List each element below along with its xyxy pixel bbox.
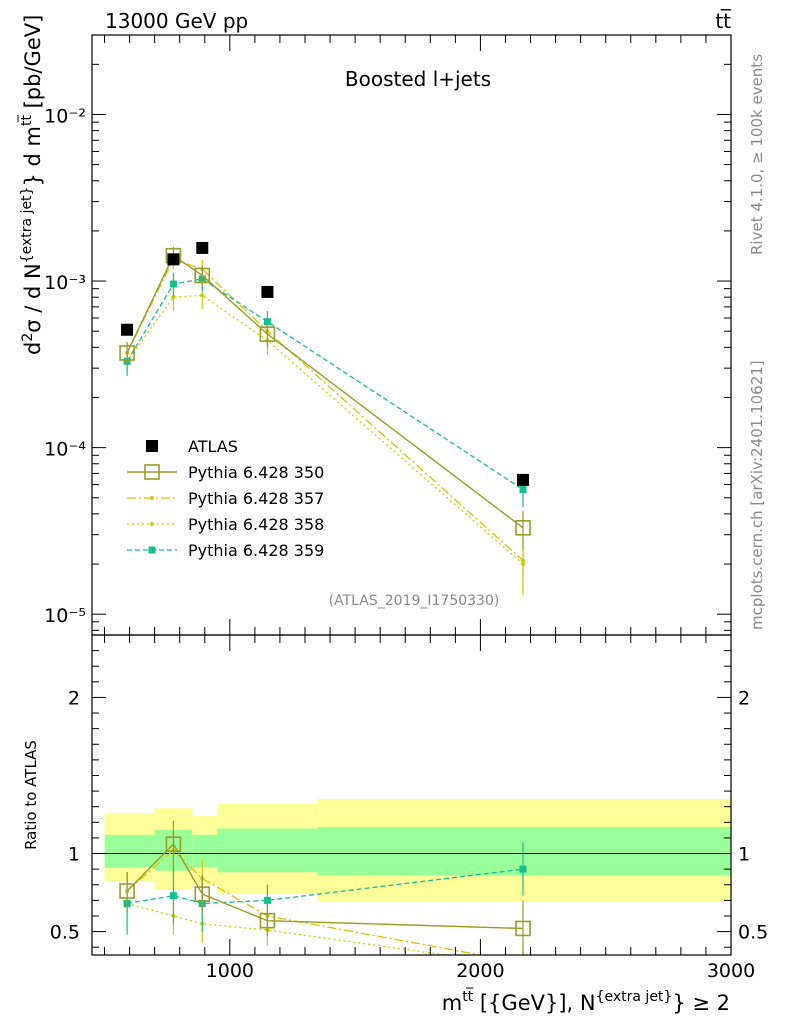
ratio-point-p350 <box>259 912 276 929</box>
series-line-p359 <box>126 278 524 491</box>
ratio-frame <box>91 634 732 956</box>
series-p357 <box>125 250 526 593</box>
legend-marker-p357 <box>150 496 154 500</box>
main-title: Boosted l+jets <box>345 67 491 91</box>
x-axis-label: mtt̅ [{GeV}], N{extra jet}} ≥ 2 <box>442 987 730 1015</box>
legend-item-p350: Pythia 6.428 350 <box>127 463 324 482</box>
ratio-y-tick-label: 0.5 <box>50 922 80 944</box>
ratio-axis-ticks: 0.5 0.5 1 1 2 2 1000 2000 3000 <box>50 635 768 982</box>
series-p350 <box>119 247 531 550</box>
legend-label-p350: Pythia 6.428 350 <box>188 463 324 482</box>
ratio-y-tick-label-right: 2 <box>738 687 750 709</box>
data-point-atlas <box>261 285 274 298</box>
series-line-p350 <box>126 254 524 529</box>
svg-text:mtt̅ [{GeV}], N{extra jet}} ≥: mtt̅ [{GeV}], N{extra jet}} ≥ 2 <box>442 987 730 1015</box>
ratio-line-p357 <box>126 849 485 955</box>
ratio-band-inner <box>192 834 218 868</box>
ratio-point-p350 <box>515 920 531 937</box>
ratio-point-p359 <box>263 896 271 904</box>
legend-marker-p350 <box>144 464 160 480</box>
mcplots-label: mcplots.cern.ch [arXiv:2401.10621] <box>748 360 766 630</box>
rivet-label: Rivet 4.1.0, ≥ 100k events <box>748 54 766 255</box>
ratio-y-tick-label-right: 0.5 <box>738 922 768 944</box>
ratio-series-group <box>119 820 531 955</box>
legend-label-p357: Pythia 6.428 357 <box>188 489 324 508</box>
y-tick-label: 10⁻³ <box>44 272 86 294</box>
data-point-p350 <box>515 520 531 536</box>
analysis-tag: (ATLAS_2019_I1750330) <box>329 593 500 609</box>
legend-label-p359: Pythia 6.428 359 <box>188 541 324 560</box>
x-tick-label: 2000 <box>456 960 504 982</box>
series-line-p357 <box>126 258 524 562</box>
main-axis-ticks: 10⁻⁵ 10⁻⁴ 10⁻³ 10⁻² <box>44 34 732 635</box>
data-point-p358 <box>200 293 205 298</box>
x-tick-label: 3000 <box>707 960 755 982</box>
legend-marker-atlas <box>146 440 158 452</box>
ratio-band-inner <box>217 828 318 873</box>
ratio-point-p350 <box>165 836 182 852</box>
energy-label: 13000 GeV pp <box>105 9 248 33</box>
data-point-p359 <box>263 318 271 326</box>
y-tick-label: 10⁻² <box>44 105 86 127</box>
ratio-line-p358 <box>126 902 450 955</box>
data-point-p359 <box>169 280 177 288</box>
y-tick-label: 10⁻⁴ <box>44 439 86 461</box>
ratio-point-p359 <box>519 865 527 873</box>
ratio-series-p350 <box>119 820 531 955</box>
data-point-atlas <box>167 253 180 266</box>
legend-marker-p359 <box>148 546 156 554</box>
legend-label-p358: Pythia 6.428 358 <box>188 515 324 534</box>
data-point-atlas <box>121 323 134 336</box>
data-point-p357 <box>521 558 526 563</box>
svg-text:d2σ / d N{extra jet}} d mtt̅: d2σ / d N{extra jet}} d mtt̅ [pb/GeV] <box>17 15 45 355</box>
data-point-p350 <box>259 326 276 342</box>
data-point-p359 <box>519 486 527 494</box>
ratio-panel: 0.5 0.5 1 1 2 2 1000 2000 3000 <box>50 634 768 982</box>
x-tick-label: 1000 <box>206 960 254 982</box>
ratio-point-p359 <box>169 892 177 900</box>
legend-marker-p358 <box>150 522 154 526</box>
ratio-point-p350 <box>119 883 135 899</box>
data-point-atlas <box>517 473 530 486</box>
data-point-atlas <box>196 241 209 254</box>
ratio-point-p350 <box>194 886 211 902</box>
legend-label-atlas: ATLAS <box>188 437 238 456</box>
legend-item-p359: Pythia 6.428 359 <box>127 541 324 560</box>
series-atlas <box>121 241 530 486</box>
main-y-axis-label: d2σ / d N{extra jet}} d mtt̅ [pb/GeV] <box>17 15 45 355</box>
series-p359 <box>123 268 527 508</box>
series-p358 <box>125 283 526 596</box>
legend-item-atlas: ATLAS <box>146 437 238 456</box>
y-tick-label: 10⁻⁵ <box>44 605 86 627</box>
legend: ATLAS Pythia 6.428 350 Pythia 6.428 357 Pyt… <box>127 437 324 560</box>
data-point-p350 <box>194 267 211 284</box>
main-panel: 10⁻⁵ 10⁻⁴ 10⁻³ 10⁻² Boosted l+jets (ATLAS_2… <box>44 34 732 636</box>
ratio-y-tick-label-right: 1 <box>738 844 750 866</box>
ratio-y-axis-label: Ratio to ATLAS <box>22 740 40 850</box>
data-point-p350 <box>119 345 135 361</box>
legend-item-p357: Pythia 6.428 357 <box>127 489 324 508</box>
legend-item-p358: Pythia 6.428 358 <box>127 515 324 534</box>
ratio-y-tick-label: 1 <box>68 844 80 866</box>
ratio-band-inner <box>104 834 155 868</box>
process-label: tt̅ <box>715 8 732 33</box>
series-line-p358 <box>126 294 524 565</box>
ratio-y-tick-label: 2 <box>68 687 80 709</box>
